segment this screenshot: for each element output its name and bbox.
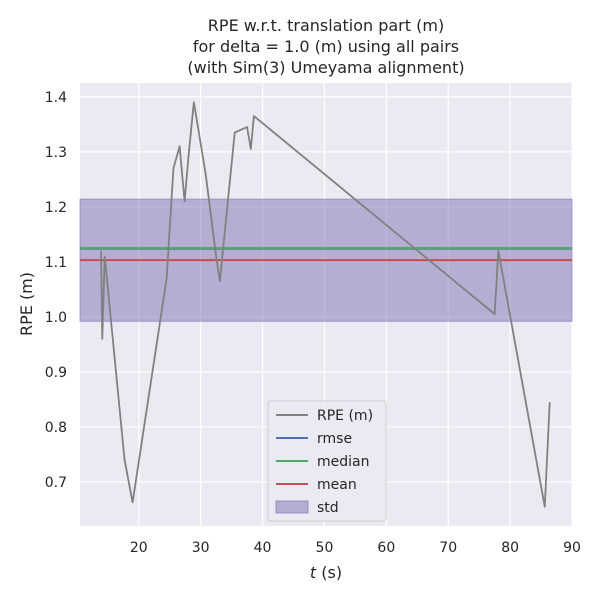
x-axis-label-var: t [310,563,317,582]
legend-label-rpe: RPE (m) [317,408,373,424]
legend: RPE (m) rmse median mean std [267,400,387,522]
legend-swatch-std [275,500,309,514]
x-tick-labels: 20 30 40 50 60 70 80 90 [130,540,581,556]
chart-title: RPE w.r.t. translation part (m) for delt… [187,16,464,77]
title-line-2: for delta = 1.0 (m) using all pairs [193,37,459,56]
legend-label-std: std [317,500,339,516]
x-tick-label: 90 [563,540,581,556]
y-tick-label: 1.3 [45,145,67,161]
y-tick-label: 0.9 [45,365,67,381]
y-tick-label: 0.8 [45,420,67,436]
y-tick-label: 1.0 [45,310,67,326]
x-tick-label: 60 [377,540,395,556]
x-tick-label: 80 [501,540,519,556]
legend-box [267,400,387,522]
x-tick-label: 40 [254,540,272,556]
y-tick-label: 0.7 [45,475,67,491]
rpe-series-line [100,101,551,508]
x-tick-label: 70 [439,540,457,556]
y-tick-label: 1.1 [45,255,67,271]
x-tick-label: 30 [192,540,210,556]
x-tick-label: 20 [130,540,148,556]
x-axis-label-unit: (s) [316,563,342,582]
x-tick-label: 50 [316,540,334,556]
x-axis-label: t (s) [310,563,342,582]
series-layer [100,101,551,508]
title-line-3: (with Sim(3) Umeyama alignment) [187,58,464,77]
title-line-1: RPE w.r.t. translation part (m) [208,16,444,35]
stat-lines-layer [80,246,572,262]
y-axis-label: RPE (m) [17,272,36,336]
y-tick-label: 1.2 [45,200,67,216]
legend-label-mean: mean [317,477,357,493]
y-tick-labels: 0.7 0.8 0.9 1.0 1.1 1.2 1.3 1.4 [45,90,67,491]
legend-label-rmse: rmse [317,431,352,447]
legend-label-median: median [317,454,369,470]
y-tick-label: 1.4 [45,90,67,106]
